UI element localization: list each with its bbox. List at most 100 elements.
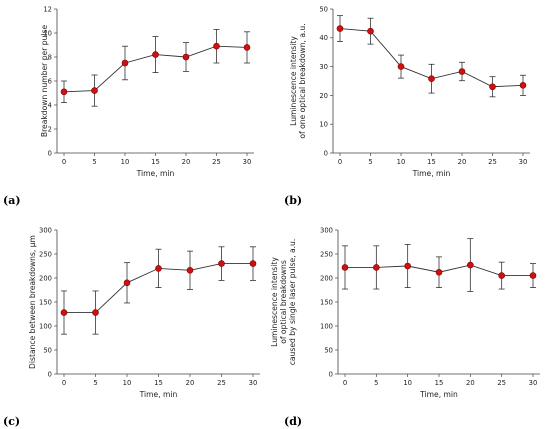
x-tick-label: 10 xyxy=(397,158,406,166)
data-point xyxy=(458,68,466,75)
data-point xyxy=(186,267,194,274)
data-point xyxy=(123,279,131,287)
chart-panel-2: 0 10 20 30 40 50 0 5 10 15 20 25 30 Time, min Luminesc… xyxy=(284,5,530,207)
data-point xyxy=(213,42,220,50)
y-axis-label: Distance between breakdowns, µm xyxy=(28,235,37,369)
data-point xyxy=(367,27,374,35)
data-point xyxy=(373,264,380,271)
data-point xyxy=(249,260,257,267)
x-tick-label: 5 xyxy=(374,379,378,387)
y-tick-label: 150 xyxy=(320,298,333,306)
data-point xyxy=(498,272,505,279)
x-tick-label: 0 xyxy=(62,158,66,166)
x-tick-label: 5 xyxy=(93,379,97,387)
panel-label: (b) xyxy=(284,194,302,207)
y-axis-label: of one optical breakdown, a.u. xyxy=(298,23,307,138)
data-point xyxy=(60,309,68,316)
y-axis-label: Breakdown number per pulse xyxy=(40,25,49,138)
y-tick-label: 50 xyxy=(324,346,333,354)
chart-panel-3: 0 50 100 150 200 250 300 0 5 10 15 20 25 30 Time, min D… xyxy=(3,226,260,428)
x-tick-label: 25 xyxy=(488,158,497,166)
data-point xyxy=(341,264,349,271)
y-tick-label: 250 xyxy=(39,250,52,258)
x-tick-label: 15 xyxy=(435,379,444,387)
x-tick-label: 10 xyxy=(121,158,130,166)
panel-label: (a) xyxy=(3,194,21,207)
data-point xyxy=(91,87,98,94)
data-point xyxy=(519,82,527,89)
x-axis-label: Time, min xyxy=(419,390,458,399)
x-axis-label: Time, min xyxy=(412,169,451,178)
y-tick-label: 0 xyxy=(329,370,333,378)
data-point xyxy=(92,309,99,316)
data-point xyxy=(121,59,129,67)
y-tick-label: 20 xyxy=(319,92,328,100)
x-tick-label: 10 xyxy=(403,379,412,387)
y-tick-label: 0 xyxy=(48,370,52,378)
chart-panel-4: 0 50 100 150 200 250 300 0 5 10 15 20 25 30 Time, min L… xyxy=(270,226,540,428)
y-axis-label: of optical breakdowns xyxy=(279,260,288,344)
y-tick-label: 12 xyxy=(43,5,52,13)
data-point xyxy=(182,53,190,61)
y-axis-label: caused by single laser pulse, a.u. xyxy=(288,239,297,366)
x-tick-label: 25 xyxy=(497,379,506,387)
data-point xyxy=(529,272,537,279)
data-point xyxy=(218,260,225,267)
data-point xyxy=(435,268,443,276)
x-tick-label: 0 xyxy=(62,379,66,387)
x-tick-label: 5 xyxy=(368,158,372,166)
y-tick-label: 200 xyxy=(320,274,333,282)
y-tick-label: 40 xyxy=(319,34,328,42)
data-point xyxy=(336,25,344,32)
y-tick-label: 30 xyxy=(319,63,328,71)
data-point xyxy=(489,83,496,91)
x-tick-label: 0 xyxy=(338,158,342,166)
chart-panel-1: 0 2 4 6 8 10 12 0 5 10 15 20 25 30 Time, min Breakdown … xyxy=(3,5,254,207)
x-tick-label: 5 xyxy=(92,158,96,166)
y-tick-label: 0 xyxy=(324,149,328,157)
y-tick-label: 10 xyxy=(43,29,52,37)
x-tick-label: 0 xyxy=(343,379,347,387)
panel-label: (c) xyxy=(3,415,20,428)
y-tick-label: 100 xyxy=(320,322,333,330)
y-tick-label: 4 xyxy=(48,101,52,109)
x-tick-label: 20 xyxy=(182,158,191,166)
y-axis-label: Luminescence intensity xyxy=(270,257,279,347)
x-tick-label: 30 xyxy=(519,158,528,166)
data-point xyxy=(397,63,405,70)
y-tick-label: 10 xyxy=(319,121,328,129)
x-tick-label: 25 xyxy=(217,379,226,387)
data-point xyxy=(155,265,162,272)
x-tick-label: 30 xyxy=(249,379,258,387)
x-tick-label: 25 xyxy=(212,158,221,166)
y-tick-label: 50 xyxy=(319,5,328,13)
y-tick-label: 8 xyxy=(48,53,52,61)
panel-label: (d) xyxy=(284,415,302,428)
x-tick-label: 15 xyxy=(154,379,163,387)
y-tick-label: 100 xyxy=(39,322,52,330)
data-point xyxy=(428,75,435,82)
data-point xyxy=(243,44,251,51)
x-tick-label: 20 xyxy=(466,379,475,387)
y-tick-label: 300 xyxy=(39,226,52,234)
y-tick-label: 250 xyxy=(320,250,333,258)
x-tick-label: 10 xyxy=(123,379,132,387)
x-tick-label: 30 xyxy=(529,379,538,387)
y-tick-label: 6 xyxy=(48,77,52,85)
y-tick-label: 300 xyxy=(320,226,333,234)
data-point xyxy=(152,51,159,58)
x-axis-label: Time, min xyxy=(139,390,178,399)
data-point xyxy=(60,88,68,96)
y-axis-label: Luminescence intensity xyxy=(289,36,298,126)
data-point xyxy=(404,262,411,270)
x-tick-label: 20 xyxy=(458,158,467,166)
x-tick-label: 15 xyxy=(427,158,436,166)
y-tick-label: 150 xyxy=(39,298,52,306)
x-axis-label: Time, min xyxy=(136,169,175,178)
y-tick-label: 0 xyxy=(48,149,52,157)
y-tick-label: 2 xyxy=(48,125,52,133)
y-tick-label: 200 xyxy=(39,274,52,282)
x-tick-label: 15 xyxy=(151,158,160,166)
x-tick-label: 30 xyxy=(243,158,252,166)
